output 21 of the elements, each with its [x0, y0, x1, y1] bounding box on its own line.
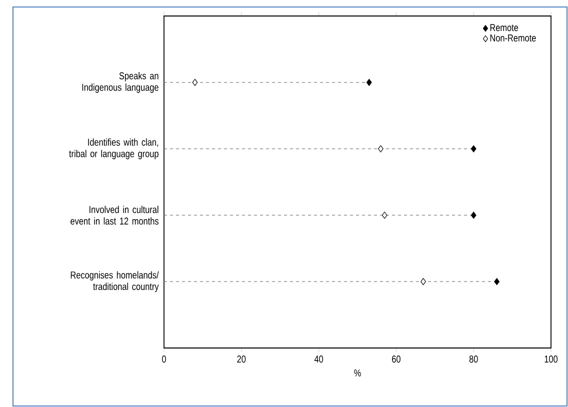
point — [470, 212, 476, 219]
point — [192, 78, 198, 86]
x-axis-title: % — [354, 369, 361, 376]
point — [366, 78, 372, 86]
x-tick-label: 60 — [392, 356, 400, 363]
x-tick-label: 40 — [314, 356, 324, 363]
y-tick-label: Speaks an Indigenous language — [82, 72, 158, 93]
x-tick-label: 80 — [469, 356, 478, 363]
y-tick-label: Identifies with clan, tribal or language group — [69, 138, 158, 160]
point — [470, 145, 476, 152]
x-tick-label: 20 — [237, 356, 246, 363]
point — [378, 145, 384, 152]
x-tick-label: 100 — [544, 356, 558, 363]
legend-label: Remote — [490, 24, 518, 32]
y-tick-label: Recognises homelands/ traditional country — [70, 271, 159, 292]
point — [494, 278, 500, 286]
x-tick-label: 0 — [162, 356, 166, 363]
legend-label: Non-Remote — [490, 34, 536, 42]
point — [382, 212, 388, 219]
point — [420, 278, 426, 286]
y-tick-label: Involved in cultural event in last 12 months — [70, 206, 158, 225]
